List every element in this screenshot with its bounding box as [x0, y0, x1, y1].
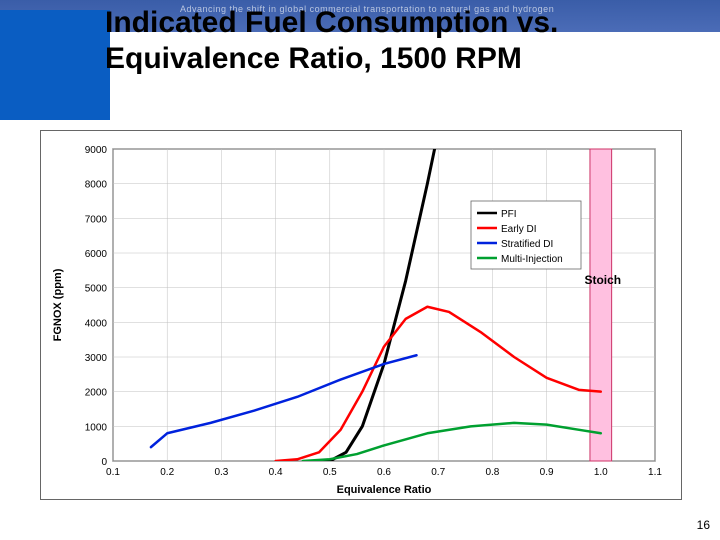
svg-text:0.6: 0.6 [377, 467, 391, 478]
page-title: Indicated Fuel Consumption vs. Equivalen… [105, 5, 720, 77]
svg-text:Stratified DI: Stratified DI [501, 239, 553, 250]
svg-text:0: 0 [101, 457, 107, 468]
chart-frame: 0.1 0.2 0.3 0.4 0.5 0.6 0.7 0.8 0.9 1.0 1.1 0 1000 20… [40, 130, 682, 500]
svg-text:FGNOX (ppm): FGNOX (ppm) [52, 268, 64, 341]
svg-text:9000: 9000 [85, 145, 108, 156]
svg-text:0.8: 0.8 [485, 467, 499, 478]
svg-text:Multi-Injection: Multi-Injection [501, 254, 563, 265]
svg-text:Equivalence Ratio: Equivalence Ratio [337, 484, 432, 496]
svg-text:1.1: 1.1 [648, 467, 662, 478]
svg-text:6000: 6000 [85, 249, 108, 260]
svg-text:1.0: 1.0 [594, 467, 608, 478]
svg-text:4000: 4000 [85, 318, 108, 329]
page-number: 16 [697, 518, 710, 532]
svg-text:0.1: 0.1 [106, 467, 120, 478]
svg-text:0.3: 0.3 [214, 467, 228, 478]
svg-text:5000: 5000 [85, 284, 108, 295]
svg-text:0.7: 0.7 [431, 467, 445, 478]
svg-text:2000: 2000 [85, 388, 108, 399]
svg-text:8000: 8000 [85, 180, 108, 191]
svg-text:Stoich: Stoich [584, 273, 621, 287]
logo-box [0, 10, 110, 120]
svg-text:0.2: 0.2 [160, 467, 174, 478]
svg-text:PFI: PFI [501, 209, 517, 220]
svg-text:0.9: 0.9 [540, 467, 554, 478]
svg-text:Early DI: Early DI [501, 224, 537, 235]
chart-svg: 0.1 0.2 0.3 0.4 0.5 0.6 0.7 0.8 0.9 1.0 1.1 0 1000 20… [41, 131, 681, 499]
svg-text:0.5: 0.5 [323, 467, 337, 478]
svg-text:7000: 7000 [85, 214, 108, 225]
svg-text:0.4: 0.4 [269, 467, 283, 478]
svg-text:1000: 1000 [85, 422, 108, 433]
svg-text:3000: 3000 [85, 353, 108, 364]
